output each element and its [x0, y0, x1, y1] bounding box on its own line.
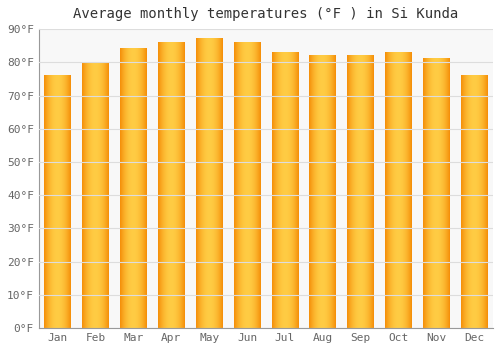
Title: Average monthly temperatures (°F ) in Si Kunda: Average monthly temperatures (°F ) in Si…	[74, 7, 458, 21]
